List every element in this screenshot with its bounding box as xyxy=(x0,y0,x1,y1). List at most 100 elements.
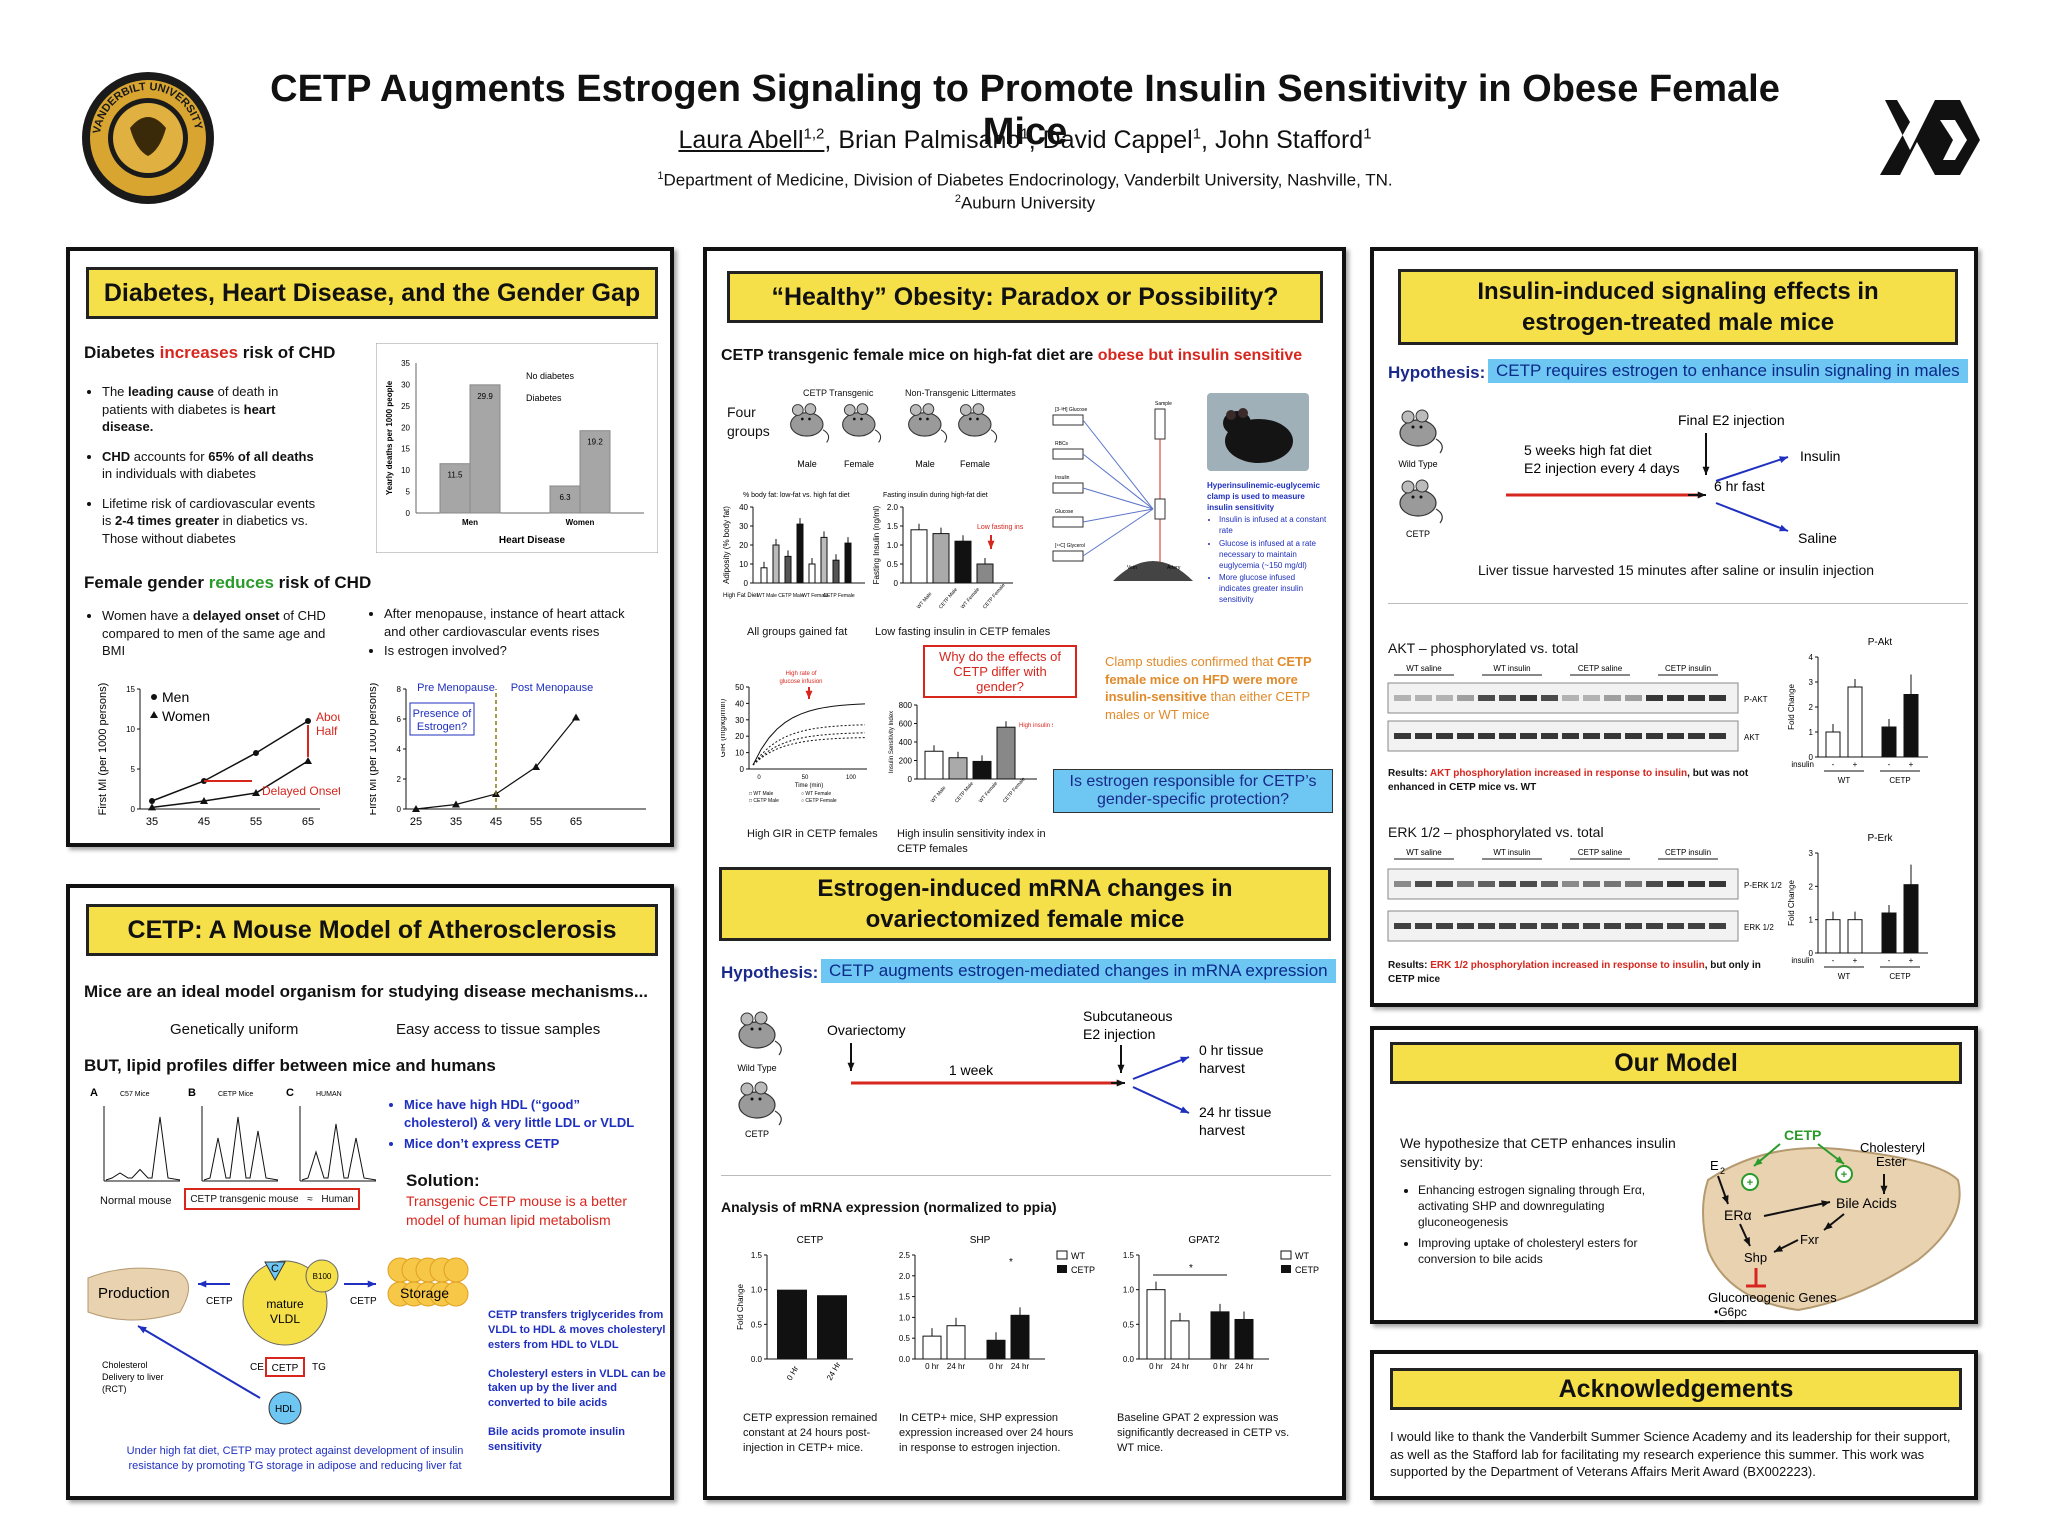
ester-to-bile-arrow-head xyxy=(1880,1185,1888,1194)
blot-band xyxy=(1520,881,1537,887)
blot-band xyxy=(1415,923,1432,929)
mouse-ear xyxy=(754,1081,768,1095)
gir-legend: ○ CETP Female xyxy=(801,798,837,804)
final-e2-label: Final E2 injection xyxy=(1678,412,1785,428)
blot-band xyxy=(1625,733,1642,739)
mouse-tail xyxy=(874,429,882,443)
y-tick-label: 2.5 xyxy=(899,1251,911,1260)
blot-band xyxy=(1688,923,1705,929)
mouse-ear xyxy=(1415,479,1429,493)
y-tick-label: 1 xyxy=(1809,916,1814,925)
production-label: Production xyxy=(98,1285,170,1302)
blot-band xyxy=(1604,881,1621,887)
obese-sensitive-subtitle: CETP transgenic female mice on high-fat … xyxy=(721,347,1303,364)
harvest-24-label-2: harvest xyxy=(1199,1122,1245,1138)
hypothesis-label: Hypothesis: xyxy=(1388,363,1486,382)
subq-label-1: Subcutaneous xyxy=(1083,1008,1173,1024)
section-banner: CETP: A Mouse Model of Atherosclerosis xyxy=(86,904,658,956)
y-axis-label: Fasting Insulin (ng/ml) xyxy=(873,505,881,584)
x-tick-label: 24 Hr xyxy=(825,1360,843,1382)
mouse-body xyxy=(908,412,942,437)
mouse-ear xyxy=(1401,480,1415,494)
infusion-line xyxy=(1082,419,1154,510)
y-tick-label: 2.0 xyxy=(887,503,899,512)
y-tick-label: 1.5 xyxy=(1123,1251,1135,1260)
blot-band xyxy=(1499,695,1516,701)
y-tick-label: 400 xyxy=(899,738,913,747)
gpat2-mrna-caption: Baseline GPAT 2 expression was significa… xyxy=(1117,1412,1290,1454)
mouse-eye xyxy=(976,417,979,421)
bar xyxy=(972,760,992,780)
mouse-tail xyxy=(990,429,998,443)
lipid-heading: BUT, lipid profiles differ between mice … xyxy=(84,1056,496,1075)
bar xyxy=(1847,686,1863,758)
pakt-chart: 0 1 2 3 4 Fold Change P-Akt - + - + insulin WT CETP xyxy=(1787,637,1928,785)
lipid-profile-figure: A C57 Mice B CETP Mice C HUMAN xyxy=(90,1087,377,1182)
storage-label: Storage xyxy=(400,1285,449,1301)
c-label: C xyxy=(271,1263,279,1275)
sex-label: Female xyxy=(960,459,990,469)
blot-band xyxy=(1583,695,1600,701)
shp-node: Shp xyxy=(1744,1250,1767,1265)
mouse-eye xyxy=(800,417,804,421)
blot-band xyxy=(1688,733,1705,739)
mouse-group-icons: Male Female Male Female xyxy=(790,403,998,469)
y-tick-label: 6 xyxy=(397,715,402,724)
mouse-eye xyxy=(1411,425,1415,429)
y-tick-label: 1.5 xyxy=(751,1251,763,1260)
y-tick-label: 0.0 xyxy=(1123,1355,1135,1364)
blot-band xyxy=(1436,923,1453,929)
mouse-eye xyxy=(926,417,929,421)
x-tick-label: 35 xyxy=(146,816,158,828)
blot-band xyxy=(1457,923,1474,929)
blot-band xyxy=(1646,881,1663,887)
cetp-label: CETP xyxy=(1406,529,1430,539)
vanderbilt-logo: VANDERBILT UNIVERSITY xyxy=(78,68,218,208)
x-tick-label: 65 xyxy=(570,816,582,828)
data-point xyxy=(412,805,420,812)
chart-title: CETP xyxy=(797,1235,824,1246)
cetp-label: CETP xyxy=(745,1129,769,1139)
x-tick-label: 65 xyxy=(302,816,314,828)
blot-band xyxy=(1709,733,1726,739)
gir-series xyxy=(752,703,866,766)
data-label: 6.3 xyxy=(559,493,571,502)
blot-band xyxy=(1520,733,1537,739)
blot-band xyxy=(1415,881,1432,887)
bar xyxy=(817,1295,847,1359)
group-label: CETP insulin xyxy=(1665,848,1711,857)
chart-title: GPAT2 xyxy=(1188,1235,1220,1246)
harvest-24-arrow-head xyxy=(1180,1106,1189,1113)
diet-label: 5 weeks high fat diet xyxy=(1524,442,1652,458)
insulin-sign: + xyxy=(1909,760,1914,769)
section-banner-mrna: Estrogen-induced mRNA changes in ovariec… xyxy=(719,867,1331,941)
data-point xyxy=(532,763,540,770)
blot-band xyxy=(1520,923,1537,929)
cetp-arrow-left-head xyxy=(198,1280,207,1288)
normal-mouse-label: Normal mouse xyxy=(100,1195,172,1207)
author-list: Laura Abell1,2, Brian Palmisano1, David … xyxy=(678,126,1372,155)
mouse-body xyxy=(958,412,992,437)
data-point xyxy=(252,789,260,796)
bar xyxy=(1010,1314,1030,1360)
mice-ideal-heading: Mice are an ideal model organism for stu… xyxy=(84,982,649,1001)
final-e2-arrow-head xyxy=(1702,466,1710,475)
author-2: Brian Palmisano1 xyxy=(838,126,1029,155)
mouse-ear xyxy=(740,1012,754,1026)
y-tick-label: 0.0 xyxy=(899,1355,911,1364)
x-tick-label: WT Female xyxy=(802,593,828,599)
x-tick-label: WT Male xyxy=(930,785,948,804)
e2-node: E xyxy=(1710,1158,1719,1173)
y-tick-label: 200 xyxy=(899,757,913,766)
y-tick-label: 10 xyxy=(401,466,410,475)
legend-cetp-swatch xyxy=(1057,1265,1067,1273)
insulin-sign: + xyxy=(1853,760,1858,769)
insulin-arrow-head xyxy=(1779,456,1788,463)
y-tick-label: 0 xyxy=(406,509,411,518)
gir-chart: 0 10 20 30 40 50 GIR (mg/kg/min) 0 50 100 Time (mi… xyxy=(721,671,867,804)
blot-band xyxy=(1394,733,1411,739)
blot-band xyxy=(1499,923,1516,929)
blot-band xyxy=(1646,695,1663,701)
blot-band xyxy=(1583,923,1600,929)
body-fat-chart: 0 10 20 30 40 Adiposity (% body fat) % body fa… xyxy=(723,492,865,599)
